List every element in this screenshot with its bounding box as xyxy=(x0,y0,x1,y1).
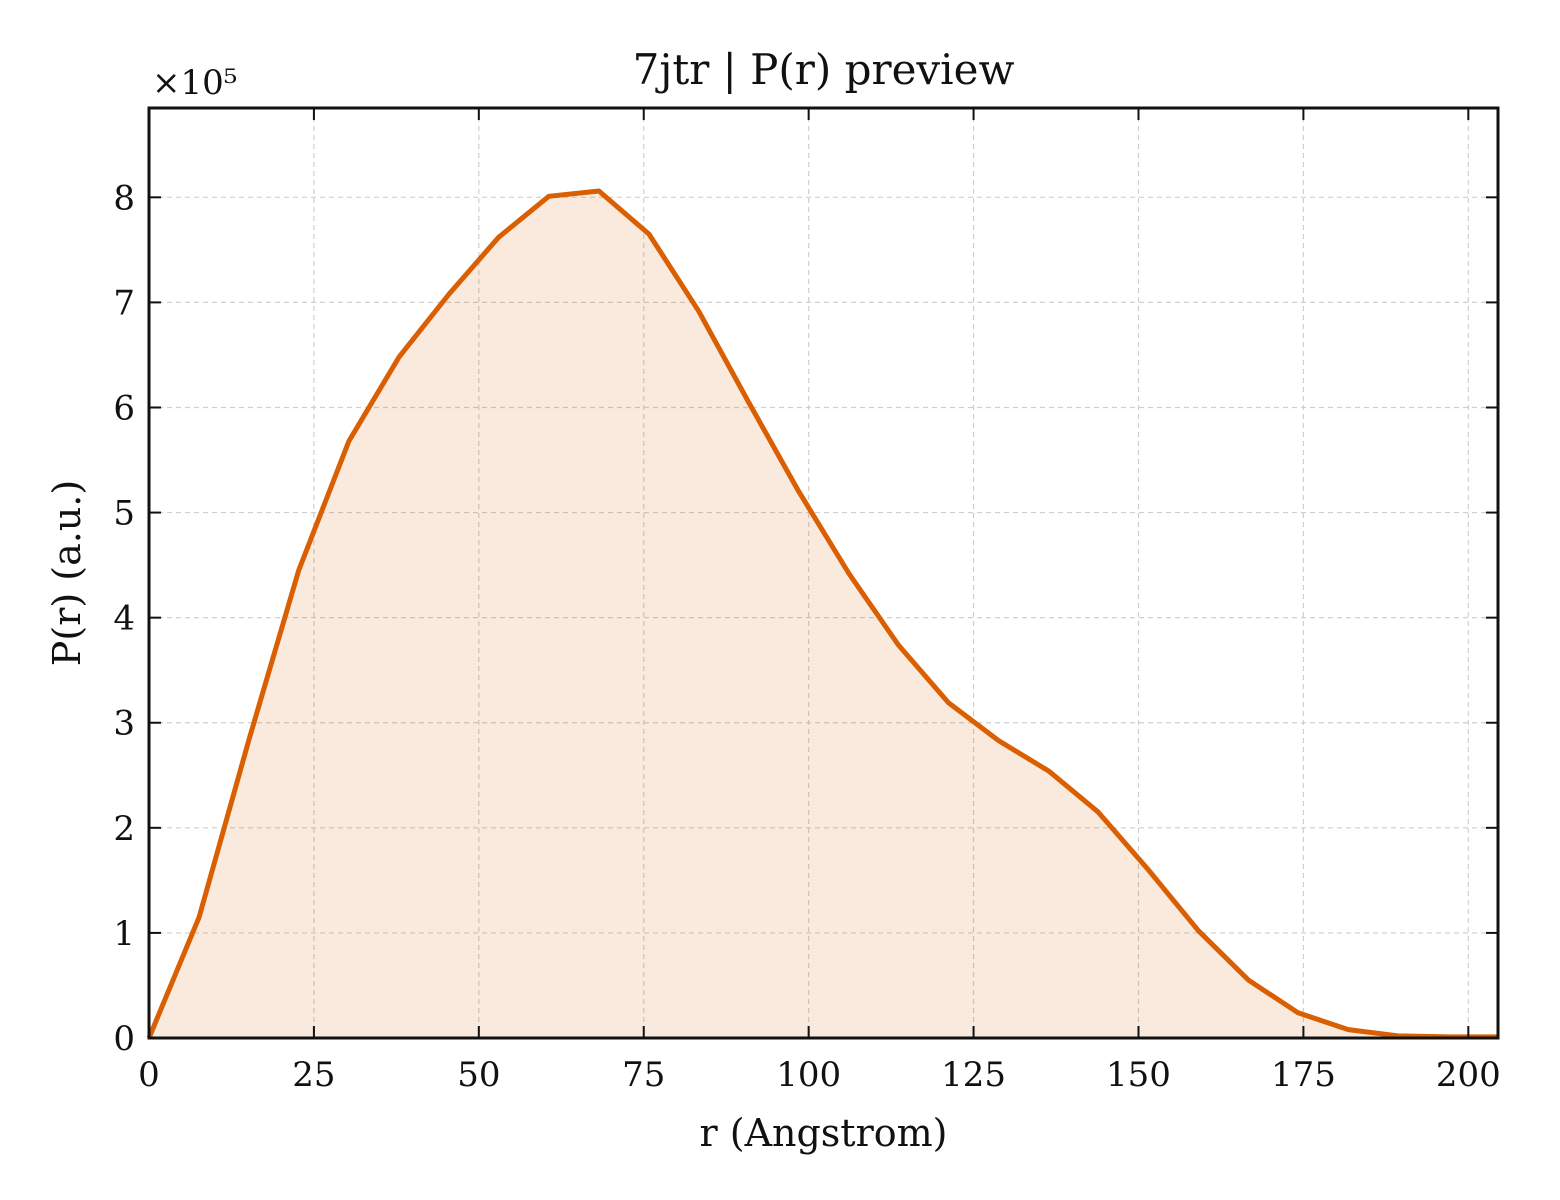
y-tick-label: 5 xyxy=(113,494,135,534)
x-tick-label: 100 xyxy=(776,1055,841,1095)
x-axis-label: r (Angstrom) xyxy=(700,1111,948,1155)
y-tick-label: 8 xyxy=(113,178,135,218)
y-tick-label: 0 xyxy=(113,1019,135,1059)
x-tick-label: 0 xyxy=(138,1055,160,1095)
y-tick-label: 2 xyxy=(113,809,135,849)
x-tick-label: 50 xyxy=(457,1055,500,1095)
y-axis-offset-label: ×10⁵ xyxy=(152,63,237,103)
series-line xyxy=(146,188,1498,1040)
y-axis-label: P(r) (a.u.) xyxy=(45,480,89,666)
x-tick-label: 125 xyxy=(941,1055,1006,1095)
y-tick-label: 1 xyxy=(113,914,135,954)
x-tick-label: 75 xyxy=(622,1055,665,1095)
plot-frame xyxy=(147,106,1500,1040)
y-tick-label: 3 xyxy=(113,704,135,744)
chart-title: 7jtr | P(r) preview xyxy=(633,45,1015,94)
y-tick-label: 7 xyxy=(113,283,135,323)
series-area-fill xyxy=(149,191,1498,1038)
x-tick-label: 150 xyxy=(1106,1055,1171,1095)
x-tick-label: 175 xyxy=(1271,1055,1336,1095)
x-tick-label: 25 xyxy=(292,1055,335,1095)
axis-ticks: 0 25 50 75 100 125 150 175 200 0 1 2 3 4 5 6 7 8 xyxy=(113,108,1501,1095)
y-tick-label: 6 xyxy=(113,388,135,428)
y-tick-label: 4 xyxy=(113,599,135,639)
x-tick-label: 200 xyxy=(1436,1055,1501,1095)
